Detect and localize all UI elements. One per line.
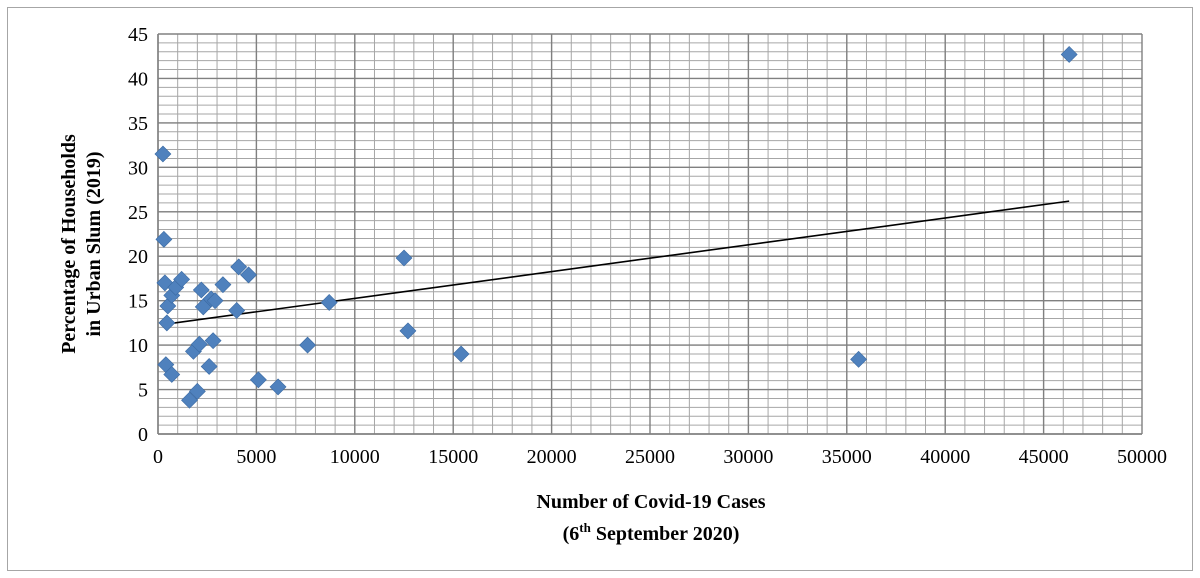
x-tick-label: 20000 [527,446,577,468]
y-axis-title-line2: in Urban Slum (2019) [83,151,105,336]
x-axis-title-line1: Number of Covid-19 Cases [536,491,765,513]
x-tick-label: 15000 [428,446,478,468]
data-point [192,281,210,299]
y-tick-label: 45 [128,24,148,46]
data-point [163,366,181,383]
plot-area-border [157,34,1142,435]
y-tick-label: 15 [128,291,148,313]
data-point [1060,46,1078,63]
x-tick-label: 35000 [822,446,872,468]
x-tick-label: 5000 [236,446,276,468]
y-tick-label: 0 [138,424,148,446]
data-point [249,371,267,389]
data-point [299,336,316,354]
data-point [395,249,413,267]
data-point [204,332,222,350]
data-point [240,266,257,284]
data-points [154,46,1078,409]
x-axis-title-line2-post: September 2020) [591,523,740,545]
data-point [269,378,287,396]
data-point [452,345,470,363]
data-point [190,335,208,353]
x-tick-label: 10000 [330,446,380,468]
x-tick-label: 50000 [1117,446,1167,468]
x-axis-title-line2-sup: th [579,520,591,535]
trendline-group [161,200,1070,326]
data-point [228,302,246,319]
y-axis-tick-labels: 0 5 10 15 20 25 30 35 40 45 [128,24,148,446]
y-axis-title: Percentage of Households in Urban Slum (… [58,134,105,354]
y-tick-label: 30 [128,157,148,179]
x-tick-label: 25000 [625,446,675,468]
x-tick-label: 45000 [1019,446,1069,468]
y-tick-label: 25 [128,202,148,224]
data-point [188,382,206,400]
data-point [320,294,338,311]
major-gridlines [157,33,1143,435]
x-tick-label: 0 [153,446,163,468]
y-tick-label: 20 [128,246,148,268]
y-axis-title-line1: Percentage of Households [58,134,80,354]
data-point [206,292,224,310]
y-tick-label: 40 [128,68,148,90]
x-tick-label: 40000 [920,446,970,468]
data-point [154,145,172,163]
data-point [155,230,173,248]
data-point [181,391,198,409]
data-point [214,276,232,294]
x-tick-label: 30000 [723,446,773,468]
x-axis-tick-labels: 0 5000 10000 15000 20000 25000 30000 35000 40000… [153,446,1167,468]
y-tick-label: 5 [138,380,148,402]
y-tick-label: 10 [128,335,148,357]
data-point [230,258,248,276]
x-axis-title-line2: (6th September 2020) [563,520,740,545]
y-tick-label: 35 [128,113,148,135]
trendline [161,200,1070,326]
x-axis-title-line2-pre: (6 [563,523,580,545]
data-point [850,350,868,368]
data-point [399,322,417,340]
data-point [173,270,191,288]
data-point [200,358,218,375]
data-point [158,314,176,332]
